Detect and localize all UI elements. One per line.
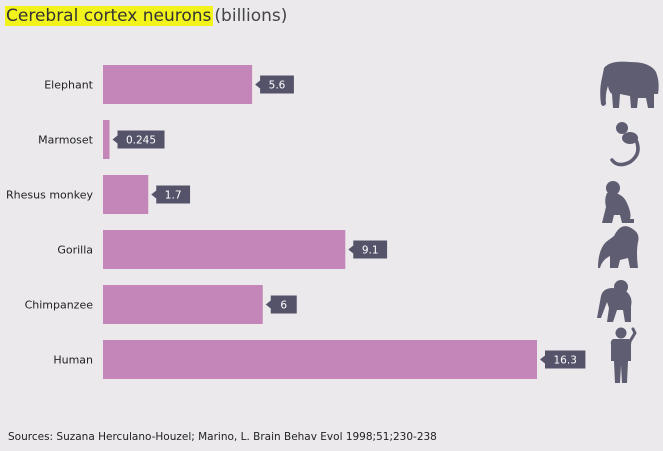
value-label: 0.245 [126,135,156,147]
bar [103,65,253,104]
rhesus-monkey-icon [602,181,634,223]
value-label: 16.3 [554,355,577,367]
value-label-box [265,295,297,314]
marmoset-icon [610,122,640,167]
category-label: Marmoset [38,134,94,147]
bar [103,120,110,159]
value-label-box [540,350,586,369]
category-label: Chimpanzee [25,299,94,312]
bar [103,175,149,214]
value-label-box [151,185,191,204]
chart-title: Cerebral cortex neurons (billions) [5,4,287,28]
elephant-icon [600,61,659,108]
value-label: 6 [280,300,287,312]
human-icon [610,327,637,383]
bar-chart: Elephant 5.6 Marmoset 0.245 Rhesus monkey 1.7… [6,61,659,383]
source-note: Sources: Suzana Herculano-Houzel; Marino… [8,431,437,443]
value-label: 5.6 [269,80,286,92]
bar [103,340,537,379]
value-label: 9.1 [362,245,379,257]
category-label: Elephant [44,79,93,92]
value-label-box [348,240,388,259]
value-label: 1.7 [165,190,182,202]
category-label: Rhesus monkey [6,189,93,202]
category-label: Human [53,354,93,367]
bar [103,285,263,324]
chart-title-unit: (billions) [214,6,288,26]
value-label-box [255,75,294,94]
chimpanzee-icon [597,280,632,322]
bar [103,230,346,269]
value-label-box [112,130,165,149]
gorilla-icon [598,226,639,268]
chart-title-main: Cerebral cortex neurons [5,6,214,26]
category-label: Gorilla [57,244,93,257]
